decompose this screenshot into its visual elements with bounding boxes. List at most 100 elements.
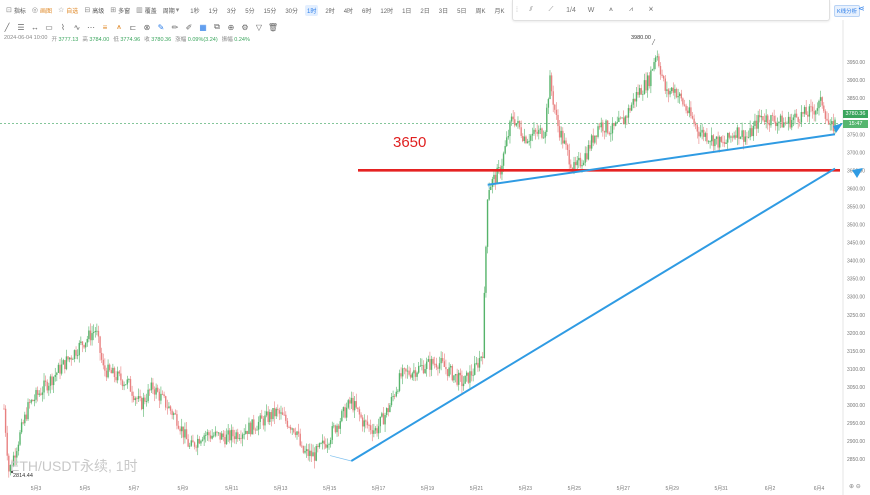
timeframe-9[interactable]: 6时 (362, 8, 372, 15)
timeframe-1[interactable]: 1分 (208, 8, 218, 15)
candle-body (727, 132, 729, 143)
toolbar-indicators[interactable]: ⊡ 指标 (6, 6, 26, 15)
fib-retracement-icon[interactable]: ≡ (102, 22, 108, 32)
text-icon[interactable]: ⊗ (143, 22, 151, 32)
ray-icon[interactable]: ↔ (31, 22, 39, 32)
x-tick-8: 5月19 (421, 486, 435, 492)
timeframe-11[interactable]: 1日 (402, 8, 412, 15)
w-pattern-icon[interactable]: W (587, 6, 595, 14)
ohlc-close: 收 3780.36 (144, 35, 171, 43)
more-icon[interactable]: ⋯ (87, 22, 95, 32)
grid-icon[interactable]: ▦ (199, 22, 207, 32)
rectangle-icon[interactable]: ▭ (45, 22, 53, 32)
drawing-tool-5-icon[interactable]: ⩚ (609, 6, 613, 13)
x-tick-1: 5月5 (80, 486, 91, 492)
line-icon[interactable]: ╱ (4, 22, 10, 32)
candle-body (317, 446, 319, 448)
copy-icon[interactable]: ⧉ (214, 22, 220, 31)
kline-analysis-button[interactable]: K线分析 (834, 5, 861, 17)
x-tick-6: 5月15 (323, 486, 337, 492)
fib-icon[interactable]: ⌇ (61, 22, 65, 32)
candle-body (325, 444, 327, 448)
candle-body (622, 117, 625, 125)
candle-body (775, 121, 777, 127)
measure-icon[interactable]: ⊏ (129, 22, 137, 32)
candle-body (419, 365, 422, 367)
candle-body (8, 455, 10, 472)
candle-body (387, 408, 389, 413)
timeframe-13[interactable]: 3日 (438, 8, 449, 15)
drawing-tool-2-icon[interactable]: ⟋ (548, 6, 554, 13)
candle-body (779, 115, 782, 122)
timeframe-15[interactable]: 周K (475, 8, 486, 15)
settings-icon[interactable]: ⚙ (241, 22, 249, 32)
x-tick-0: 5月3 (31, 486, 42, 492)
candle-body (600, 122, 602, 128)
candle-body (558, 126, 561, 138)
filter-icon[interactable]: ▽ (255, 22, 263, 32)
ohlc-high-value: 3784.00 (89, 37, 110, 43)
timeframe-4[interactable]: 15分 (263, 8, 277, 15)
timeframe-2[interactable]: 3分 (226, 8, 237, 15)
drag-handle-icon[interactable]: ⁞ (516, 6, 518, 14)
candle-body (115, 377, 117, 381)
candle-body (664, 78, 666, 91)
drawing-tool-1-icon[interactable]: ⫽ (529, 6, 533, 13)
candle-body (137, 396, 140, 399)
toolbar-overlay[interactable]: ▥ 覆盖 (136, 6, 157, 15)
candle-body (230, 429, 233, 441)
candle-body (691, 115, 694, 119)
y-tick-3: 3000.00 (847, 403, 865, 409)
candle-body (225, 434, 228, 445)
toolbar-period[interactable]: 周期 ▾ (163, 6, 182, 15)
path-icon[interactable]: ∿ (73, 22, 81, 32)
candle-body (88, 330, 90, 339)
candle-body (395, 391, 397, 397)
candle-body (634, 98, 636, 102)
timeframe-6[interactable]: 1时 (305, 4, 319, 16)
timeframe-0[interactable]: 1秒 (190, 8, 200, 15)
candle-body (309, 450, 311, 456)
candle-body (369, 425, 372, 431)
candle-body (595, 135, 598, 137)
candle-body (280, 412, 282, 414)
horizontal-line-icon[interactable]: ☰ (17, 22, 25, 32)
share-icon[interactable]: ⋖ (858, 4, 865, 13)
candle-body (619, 117, 622, 119)
toolbar-advanced[interactable]: ⊟ 高级 (84, 6, 104, 15)
timeframe-12[interactable]: 2日 (420, 8, 430, 15)
timeframe-7[interactable]: 2时 (325, 8, 335, 15)
candle-body (331, 426, 333, 440)
drawing-tool-6-icon[interactable]: ⩘ (629, 6, 633, 13)
toolbar-draw[interactable]: ◎ 画图 (32, 6, 52, 15)
y-tick-7: 3200.00 (847, 331, 865, 337)
toolbar-multiwindow[interactable]: ⊞ 多窗 (110, 6, 130, 15)
pointer-icon[interactable]: ✎ (157, 22, 165, 32)
drawing-tool-3-icon[interactable]: 1/4 (566, 6, 576, 14)
candle-body (637, 92, 639, 95)
pitchfork-icon[interactable]: ⩚ (116, 22, 122, 31)
candle-body (747, 137, 750, 138)
timeframe-8[interactable]: 4时 (343, 8, 354, 15)
timeframe-3[interactable]: 5分 (245, 8, 255, 15)
candle-body (827, 120, 830, 125)
zoom-icon[interactable]: ⊕ (227, 22, 235, 32)
candle-body (587, 144, 590, 160)
brush-icon[interactable]: ✐ (185, 22, 193, 32)
y-tick-4: 3050.00 (847, 385, 865, 391)
candle-body (278, 410, 281, 414)
candle-body (409, 374, 412, 378)
timeframe-16[interactable]: 月K (494, 8, 505, 15)
timeframe-14[interactable]: 5日 (457, 8, 467, 15)
candle-body (267, 411, 269, 422)
zoom-controls[interactable]: ⊕ ⊖ (849, 484, 861, 490)
timeframe-10[interactable]: 12时 (380, 8, 394, 15)
drawing-tool-7-icon[interactable]: ⩙ (649, 6, 653, 13)
pencil-icon[interactable]: ✏ (171, 22, 179, 32)
delete-icon[interactable]: 🗑 (267, 22, 279, 32)
timeframe-5[interactable]: 30分 (285, 8, 299, 15)
candle-body (736, 127, 739, 138)
toolbar-favorites[interactable]: ☆ 自选 (58, 6, 78, 15)
candle-body (592, 135, 594, 143)
